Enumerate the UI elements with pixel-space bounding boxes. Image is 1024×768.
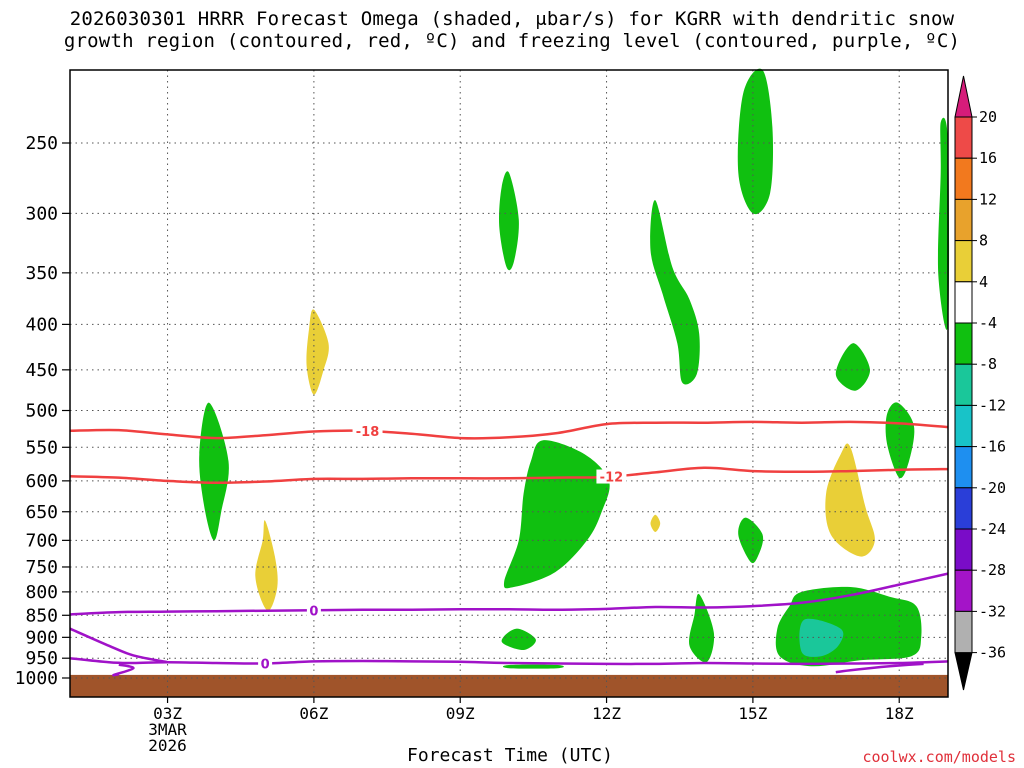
- colorbar-swatch-12: [954, 610, 973, 654]
- colorbar-label-8: -16: [979, 438, 1006, 456]
- colorbar-label-1: 16: [979, 149, 997, 167]
- contour-line-1: [69, 466, 949, 485]
- contour-label-bg-3: [258, 656, 273, 671]
- y-tick-label-850: 850: [25, 605, 58, 626]
- omega-region-10: [501, 628, 536, 651]
- credit-link[interactable]: coolwx.com/models: [862, 748, 1016, 766]
- colorbar-swatch-5: [954, 322, 973, 365]
- colorbar-label-5: -4: [979, 314, 997, 332]
- omega-region-8: [738, 517, 764, 564]
- colorbar-top-arrow: [954, 75, 973, 118]
- chart-title-line-2: growth region (contoured, red, ºC) and f…: [63, 30, 961, 52]
- y-axis: 2503003504004505005506006507007508008509…: [15, 133, 70, 689]
- y-tick-label-300: 300: [25, 203, 58, 224]
- contour-label-bg-2: [306, 603, 321, 618]
- colorbar-swatch-0: [954, 116, 973, 159]
- colorbar-swatch-4: [954, 281, 973, 324]
- omega-region-12: [502, 664, 564, 669]
- x-tick-label-6-0: 06Z: [299, 704, 328, 723]
- colorbar-label-4: 4: [979, 273, 988, 291]
- contour-label-3: 0: [261, 657, 270, 672]
- contour-label-1: -12: [600, 471, 624, 486]
- colorbar-swatch-9: [954, 487, 973, 530]
- colorbar-swatch-3: [954, 240, 973, 283]
- colorbar-swatch-2: [954, 198, 973, 242]
- colorbar-swatch-6: [954, 363, 973, 406]
- chart-title: 2026030301 HRRR Forecast Omega (shaded, …: [0, 8, 1024, 52]
- contour-label-bg-1: [596, 469, 627, 484]
- contour-line-6: [835, 662, 924, 674]
- y-tick-label-800: 800: [25, 582, 58, 603]
- colorbar: 20 16 12 8 4 -4 -8 -12 -16 -20 -24 -28 -32 -36: [954, 75, 1006, 691]
- omega-region-1: [498, 171, 519, 271]
- x-tick-label-3-2: 2026: [148, 736, 187, 755]
- colorbar-label-12: -32: [979, 602, 1006, 620]
- omega-region-13: [799, 618, 844, 657]
- y-tick-label-400: 400: [25, 314, 58, 335]
- y-tick-label-900: 900: [25, 627, 58, 648]
- colorbar-swatch-7: [954, 404, 973, 448]
- contour-line-2: [69, 572, 949, 616]
- chart-title-line-1: 2026030301 HRRR Forecast Omega (shaded, …: [69, 8, 955, 30]
- colorbar-label-13: -36: [979, 644, 1006, 662]
- y-tick-label-750: 750: [25, 557, 58, 578]
- x-tick-label-3-1: 3MAR: [148, 720, 187, 739]
- colorbar-label-2: 12: [979, 190, 997, 208]
- omega-region-4: [835, 343, 871, 391]
- x-tick-label-18-0: 18Z: [885, 704, 914, 723]
- omega-region-0: [737, 68, 774, 215]
- contour-line-5: [112, 663, 135, 677]
- colorbar-label-0: 20: [979, 108, 997, 126]
- omega-region-5: [885, 402, 915, 479]
- grid-lines: [70, 70, 948, 697]
- colorbar-swatch-11: [954, 569, 973, 612]
- contour-line-4: [69, 627, 168, 664]
- y-tick-label-550: 550: [25, 437, 58, 458]
- colorbar-label-6: -8: [979, 355, 997, 373]
- omega-region-14: [306, 309, 329, 395]
- y-tick-label-650: 650: [25, 502, 58, 523]
- y-tick-label-500: 500: [25, 401, 58, 422]
- x-tick-label-3-0: 03Z: [153, 704, 182, 723]
- colorbar-label-11: -28: [979, 561, 1006, 579]
- y-tick-label-700: 700: [25, 530, 58, 551]
- omega-region-15: [255, 520, 278, 611]
- contour-label-bg-0: [352, 424, 383, 439]
- x-tick-label-12-0: 12Z: [592, 704, 621, 723]
- contour-line-0: [69, 420, 949, 440]
- y-tick-label-250: 250: [25, 133, 58, 154]
- contour-line-3: [69, 656, 949, 666]
- colorbar-swatch-8: [954, 446, 973, 489]
- plot-frame: [69, 69, 949, 698]
- colorbar-label-7: -12: [979, 396, 1006, 414]
- y-tick-label-450: 450: [25, 360, 58, 381]
- omega-region-17: [650, 514, 661, 532]
- omega-region-3: [937, 117, 950, 330]
- colorbar-label-10: -24: [979, 520, 1006, 538]
- colorbar-bottom-arrow: [954, 652, 973, 691]
- colorbar-label-3: 8: [979, 232, 988, 250]
- x-tick-label-9-0: 09Z: [446, 704, 475, 723]
- y-tick-label-950: 950: [25, 648, 58, 669]
- y-tick-label-600: 600: [25, 471, 58, 492]
- contour-layer: -18 -12 0 0: [69, 420, 949, 677]
- colorbar-label-9: -20: [979, 479, 1006, 497]
- terrain-layer: [70, 674, 948, 697]
- omega-region-9: [689, 593, 715, 663]
- x-tick-label-15-0: 15Z: [738, 704, 767, 723]
- colorbar-swatch-1: [954, 157, 973, 200]
- y-tick-label-1000: 1000: [15, 668, 58, 689]
- contour-label-2: 0: [309, 604, 318, 619]
- omega-region-2: [650, 200, 700, 385]
- colorbar-swatch-10: [954, 528, 973, 571]
- contour-label-0: -18: [356, 425, 380, 440]
- x-axis-title: Forecast Time (UTC): [407, 745, 613, 766]
- y-tick-label-350: 350: [25, 263, 58, 284]
- terrain-fill: [70, 674, 948, 697]
